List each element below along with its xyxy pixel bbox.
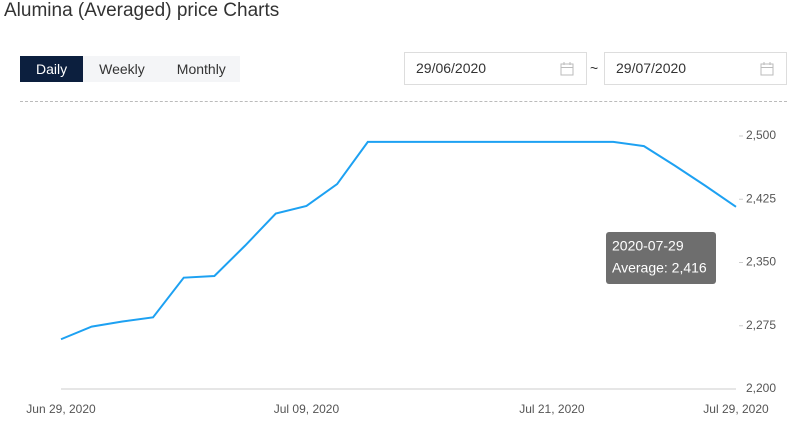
y-tick-label: 2,200 bbox=[746, 381, 776, 395]
tab[interactable]: Daily bbox=[20, 56, 84, 82]
start-date-input[interactable]: 29/06/2020 bbox=[404, 52, 587, 85]
calendar-icon bbox=[560, 62, 574, 76]
tab[interactable]: Monthly bbox=[176, 61, 226, 77]
start-date: 29/06/2020 bbox=[416, 60, 487, 76]
tooltip-box bbox=[606, 232, 716, 284]
tooltip-date: 2020-07-29 bbox=[612, 238, 684, 254]
tab[interactable]: Weekly bbox=[99, 61, 145, 77]
x-tick-label: Jul 09, 2020 bbox=[274, 402, 340, 416]
tab-bar: Daily Weekly Monthly bbox=[20, 56, 240, 82]
x-tick-label: Jun 29, 2020 bbox=[26, 402, 96, 416]
page-title: Alumina (Averaged) price Charts bbox=[4, 0, 280, 21]
tooltip-value: Average: 2,416 bbox=[612, 260, 707, 276]
y-tick-label: 2,275 bbox=[746, 318, 776, 332]
y-tick-label: 2,500 bbox=[746, 128, 776, 142]
x-tick-label: Jul 29, 2020 bbox=[703, 402, 769, 416]
y-tick-label: 2,350 bbox=[746, 255, 776, 269]
divider bbox=[20, 101, 787, 102]
calendar-icon bbox=[760, 62, 774, 76]
y-tick-label: 2,425 bbox=[746, 191, 776, 205]
price-line bbox=[60, 140, 737, 341]
end-date: 29/07/2020 bbox=[616, 60, 687, 76]
range-separator: ~ bbox=[590, 60, 599, 76]
x-tick-label: Jul 21, 2020 bbox=[519, 402, 585, 416]
tooltip: 2020-07-29 Average: 2,416 bbox=[606, 232, 716, 284]
end-date-input[interactable]: 29/07/2020 bbox=[604, 52, 787, 85]
